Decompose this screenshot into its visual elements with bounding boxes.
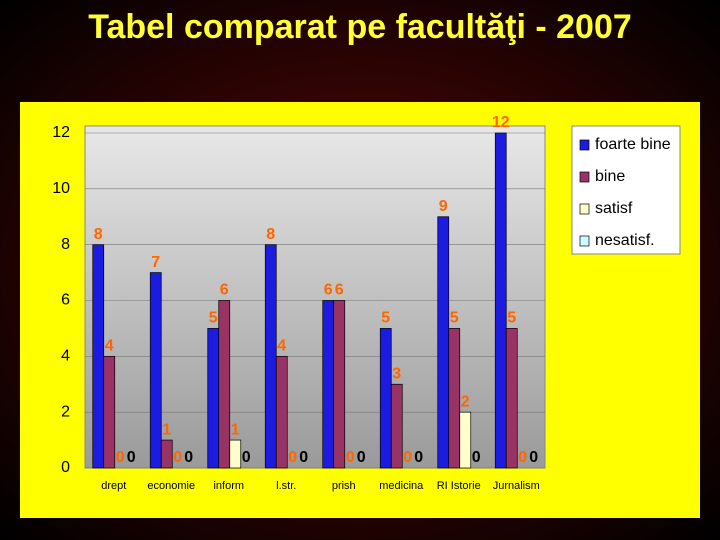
- y-tick-label: 8: [61, 236, 70, 253]
- bar: [92, 244, 105, 469]
- legend-label: foarte bine: [595, 136, 671, 153]
- data-label: 5: [507, 310, 516, 327]
- data-label: 0: [403, 449, 412, 466]
- data-label: 9: [439, 198, 448, 215]
- data-label: 3: [392, 365, 401, 382]
- data-label: 8: [94, 226, 103, 243]
- bar: [459, 411, 472, 469]
- bar: [322, 300, 335, 469]
- x-tick-label: prish: [332, 480, 356, 492]
- data-label: 5: [450, 310, 459, 327]
- x-tick-label: inform: [213, 480, 244, 492]
- data-label: 0: [242, 449, 251, 466]
- data-label: 2: [461, 393, 470, 410]
- bar: [437, 216, 450, 469]
- data-label: 0: [184, 449, 193, 466]
- data-label: 0: [299, 449, 308, 466]
- bar: [448, 328, 461, 469]
- legend-label: satisf: [595, 200, 633, 217]
- bar: [494, 132, 507, 469]
- x-tick-label: drept: [101, 480, 126, 492]
- data-label: 0: [472, 449, 481, 466]
- chart-title: Tabel comparat pe facultăţi - 2007: [88, 8, 632, 46]
- bar: [379, 328, 392, 469]
- plot-area: [84, 125, 546, 469]
- y-tick-label: 6: [61, 292, 70, 309]
- data-label: 0: [173, 449, 182, 466]
- bar: [149, 272, 162, 469]
- x-tick-label: RI Istorie: [437, 480, 481, 492]
- data-label: 5: [381, 310, 390, 327]
- data-label: 1: [162, 421, 171, 438]
- x-tick-label: l.str.: [276, 480, 296, 492]
- y-tick-label: 4: [61, 348, 70, 365]
- data-label: 5: [209, 310, 218, 327]
- data-label: 4: [277, 338, 286, 355]
- bar: [264, 244, 277, 469]
- data-label: 0: [116, 449, 125, 466]
- data-label: 12: [492, 114, 510, 131]
- legend-box: [571, 125, 681, 255]
- bar: [103, 355, 116, 469]
- bar: [275, 355, 288, 469]
- data-label: 6: [220, 282, 229, 299]
- data-label: 4: [105, 338, 114, 355]
- bar: [207, 328, 220, 469]
- legend-swatch: [579, 171, 590, 183]
- legend-swatch: [579, 139, 590, 151]
- data-label: 0: [357, 449, 366, 466]
- bar: [160, 439, 173, 469]
- bar: [333, 300, 346, 469]
- data-label: 0: [414, 449, 423, 466]
- bar: [505, 328, 518, 469]
- x-tick-label: economie: [147, 480, 195, 492]
- data-label: 6: [324, 282, 333, 299]
- data-label: 0: [518, 449, 527, 466]
- y-tick-label: 12: [52, 124, 70, 141]
- y-tick-label: 2: [61, 403, 70, 420]
- x-tick-label: medicina: [379, 480, 424, 492]
- data-label: 7: [151, 254, 160, 271]
- data-label: 6: [335, 282, 344, 299]
- bar: [390, 383, 403, 469]
- y-tick-label: 0: [61, 459, 70, 476]
- bar: [218, 300, 231, 469]
- bar: [229, 439, 242, 469]
- data-label: 8: [266, 226, 275, 243]
- legend-swatch: [579, 203, 590, 215]
- y-tick-label: 10: [52, 180, 70, 197]
- data-label: 0: [529, 449, 538, 466]
- data-label: 1: [231, 421, 240, 438]
- legend-label: bine: [595, 168, 625, 185]
- data-label: 0: [346, 449, 355, 466]
- data-label: 0: [288, 449, 297, 466]
- legend-label: nesatisf.: [595, 232, 655, 249]
- x-tick-label: Jurnalism: [493, 480, 540, 492]
- legend-swatch: [579, 235, 590, 247]
- data-label: 0: [127, 449, 136, 466]
